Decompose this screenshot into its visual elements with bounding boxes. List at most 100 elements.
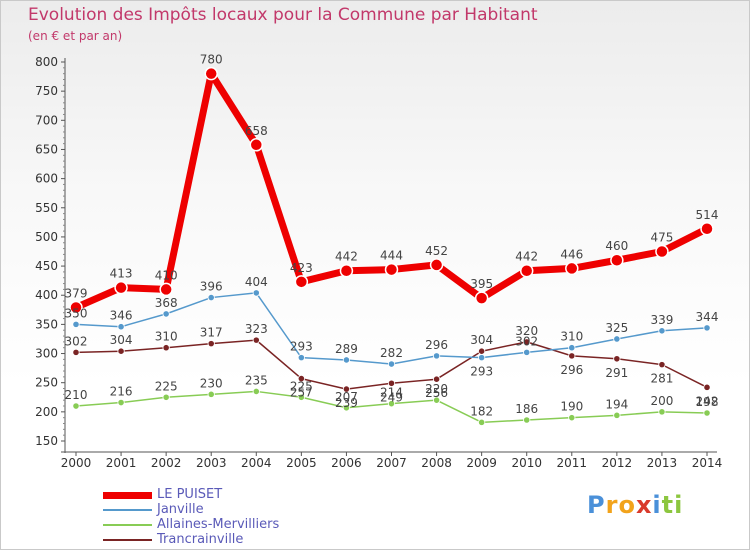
data-point — [339, 263, 354, 278]
data-label: 320 — [515, 324, 538, 338]
legend-label: Allaines-Mervilliers — [157, 517, 280, 532]
data-label: 194 — [605, 397, 628, 411]
data-point — [703, 409, 711, 417]
legend-swatch — [103, 539, 152, 541]
data-point — [658, 327, 666, 335]
logo-letter: P — [587, 491, 606, 519]
series-allaines-mervilliers — [72, 387, 711, 426]
legend-label: Janville — [157, 502, 204, 517]
x-tick-label: 2001 — [106, 456, 137, 470]
data-label: 216 — [110, 385, 133, 399]
data-point — [294, 275, 309, 289]
x-tick-label: 2004 — [241, 456, 272, 470]
data-point — [297, 375, 305, 383]
data-label: 257 — [290, 386, 313, 400]
data-point — [478, 418, 486, 426]
data-label: 413 — [110, 267, 133, 281]
data-label: 423 — [290, 261, 313, 275]
data-point — [565, 261, 579, 276]
proxiti-logo: Proxiti — [587, 491, 683, 519]
y-tick-label: 500 — [35, 230, 58, 244]
series-le-puiset — [69, 66, 714, 315]
data-point — [204, 66, 218, 81]
x-tick-label: 2007 — [376, 456, 407, 470]
data-label: 220 — [425, 382, 448, 396]
data-label: 514 — [696, 208, 719, 222]
data-label: 282 — [380, 346, 403, 360]
legend-label: LE PUISET — [157, 487, 223, 502]
data-label: 186 — [515, 402, 538, 416]
data-label: 442 — [515, 250, 538, 264]
data-point — [568, 352, 576, 360]
data-point — [568, 414, 576, 422]
data-label: 395 — [470, 277, 493, 291]
data-label: 235 — [245, 373, 268, 387]
y-tick-label: 400 — [35, 288, 58, 302]
data-point — [432, 396, 441, 404]
data-point — [523, 348, 531, 356]
data-point — [568, 344, 576, 352]
y-tick-label: 700 — [35, 113, 58, 127]
y-tick-label: 300 — [35, 347, 58, 361]
x-tick-label: 2008 — [421, 456, 452, 470]
series-trancrainville — [72, 336, 711, 393]
data-label: 310 — [560, 330, 583, 344]
data-label: 452 — [425, 244, 448, 258]
data-label: 446 — [560, 247, 583, 261]
data-label: 325 — [605, 321, 628, 335]
logo-letter: i — [674, 491, 684, 519]
data-point — [700, 222, 714, 236]
data-point — [703, 324, 711, 332]
data-label: 225 — [290, 379, 313, 393]
data-point — [387, 379, 396, 387]
data-point — [72, 348, 80, 356]
data-point — [474, 291, 489, 305]
data-label: 198 — [696, 395, 719, 409]
data-label: 442 — [335, 250, 358, 264]
data-label: 214 — [380, 386, 403, 400]
data-point — [162, 393, 170, 401]
y-tick-label: 800 — [35, 55, 58, 69]
data-label: 293 — [470, 365, 493, 379]
data-label: 225 — [155, 379, 178, 393]
data-label: 368 — [155, 296, 178, 310]
data-point — [162, 310, 170, 318]
data-point — [207, 293, 215, 302]
data-labels: 379 413 410 780 658 423 442 444 452 395 442 446 460 4… — [65, 53, 719, 419]
data-point — [297, 393, 305, 401]
data-label: 182 — [470, 404, 493, 418]
y-tick-label: 200 — [35, 405, 58, 419]
data-point — [478, 347, 486, 355]
data-point — [432, 375, 441, 383]
y-tick-label: 150 — [35, 434, 58, 448]
chart-title: Evolution des Impôts locaux pour la Comm… — [28, 5, 538, 25]
data-label: 410 — [155, 268, 178, 282]
chart-subtitle: (en € et par an) — [28, 29, 123, 43]
logo-letter: r — [605, 491, 619, 519]
legend-swatch — [103, 509, 152, 511]
data-label: 379 — [65, 286, 88, 300]
data-point — [252, 387, 260, 396]
data-label: 291 — [605, 366, 628, 380]
data-label: 302 — [65, 334, 88, 348]
data-point — [252, 289, 260, 297]
data-point — [429, 258, 444, 272]
data-point — [69, 300, 83, 315]
data-label: 190 — [560, 400, 583, 414]
data-point — [249, 138, 264, 152]
chart-axes: 150 200 250 300 350 400 450 500 550 600 650 700 750 8… — [35, 55, 722, 470]
data-point — [478, 354, 486, 362]
data-label: 200 — [650, 394, 673, 408]
legend-swatch — [103, 524, 152, 526]
data-point — [519, 263, 534, 278]
data-label: 293 — [290, 340, 313, 354]
data-point — [387, 400, 396, 408]
data-point — [207, 390, 215, 398]
data-label: 256 — [425, 386, 448, 400]
data-point — [613, 355, 621, 363]
data-label: 302 — [515, 334, 538, 348]
x-tick-label: 2003 — [196, 456, 227, 470]
data-label: 350 — [65, 306, 88, 320]
